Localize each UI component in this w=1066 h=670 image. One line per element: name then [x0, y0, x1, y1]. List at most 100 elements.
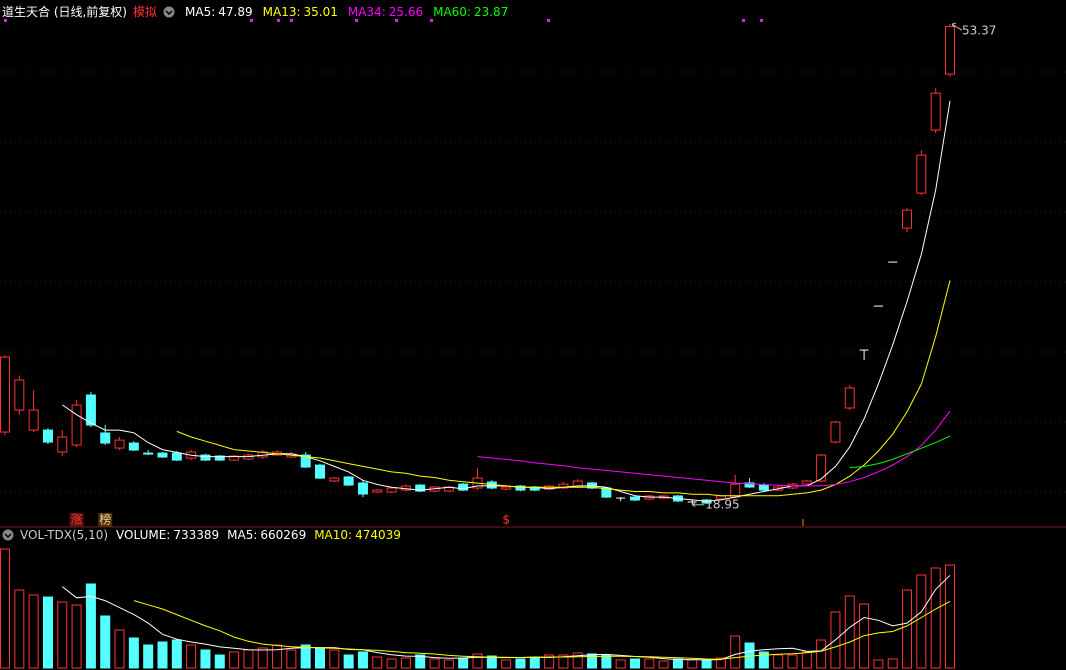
- volume-bar: [787, 654, 798, 669]
- event-dot: [250, 19, 253, 22]
- volume-bar: [458, 657, 469, 669]
- candle-body: [85, 394, 96, 426]
- legend-value: 35.01: [303, 4, 338, 19]
- volume-bar: [357, 651, 368, 669]
- candle-body: [744, 482, 755, 488]
- ma-line: [849, 435, 951, 469]
- low-label: 18.95: [705, 497, 739, 511]
- event-dot: [290, 19, 293, 22]
- candle-body: [357, 482, 368, 495]
- legend-value: 474039: [355, 528, 401, 542]
- candle-body: [816, 454, 827, 482]
- volume-bar: [587, 653, 598, 669]
- volume-bar: [687, 659, 698, 669]
- candle-body: [930, 92, 941, 131]
- volume-bar: [930, 567, 941, 669]
- ma-line: [62, 100, 951, 502]
- event-dot: [430, 19, 433, 22]
- candle-body: [343, 476, 354, 486]
- volume-bar: [773, 654, 784, 669]
- volume-bar: [443, 659, 454, 669]
- volume-bar: [114, 629, 125, 669]
- volume-bar: [100, 615, 111, 669]
- annotation-arrow: [951, 22, 963, 31]
- candle-body: [28, 409, 39, 431]
- volume-bar: [128, 637, 139, 669]
- volume-bar: [730, 635, 741, 669]
- volume-bar: [214, 654, 225, 669]
- volume-bar: [529, 656, 540, 669]
- legend-label: MA5:: [227, 528, 258, 542]
- volume-bar: [558, 654, 569, 669]
- volume-bar: [644, 658, 655, 669]
- event-dot: [547, 19, 550, 22]
- candle-body: [458, 483, 469, 491]
- candle-body: [315, 464, 325, 479]
- volume-bar: [415, 654, 426, 669]
- candle-body: [214, 455, 225, 461]
- volume-bar: [816, 639, 827, 669]
- candle-body: [830, 421, 841, 443]
- volume-bar: [801, 651, 812, 669]
- volume-bar: [601, 654, 612, 669]
- volume-bar: [300, 644, 311, 669]
- candle-body: [114, 439, 125, 449]
- volume-bar: [515, 658, 526, 669]
- candle-body: [14, 379, 25, 411]
- legend-value: 25.66: [388, 4, 424, 19]
- candle-body: [730, 483, 741, 498]
- legend-label: MA13:: [262, 4, 301, 19]
- volume-bar: [758, 651, 769, 669]
- volume-bar: [286, 649, 297, 669]
- event-dot: [277, 19, 280, 22]
- candle-body: [844, 387, 855, 409]
- volume-bar: [143, 644, 154, 669]
- volume-bar: [472, 653, 483, 669]
- candle-body: [157, 452, 168, 458]
- legend-label: MA10:: [314, 528, 353, 542]
- event-marker: $: [502, 513, 510, 527]
- volume-bar: [400, 657, 411, 669]
- mode-tag: 模拟: [133, 5, 158, 19]
- candle-body: [386, 487, 397, 493]
- volume-bar: [229, 651, 240, 669]
- candle-body: [100, 432, 111, 444]
- volume-bar: [28, 594, 39, 669]
- menu-icon[interactable]: [2, 529, 14, 541]
- volume-bar: [315, 647, 325, 669]
- legend-value: 660269: [260, 528, 307, 542]
- volume-bar: [701, 659, 712, 669]
- volume-bar: [0, 548, 10, 669]
- menu-icon[interactable]: [163, 6, 175, 18]
- volume-bar: [272, 644, 283, 669]
- legend-value: 47.89: [218, 4, 253, 19]
- candle-body: [42, 429, 53, 443]
- candle-body: [300, 454, 311, 468]
- candle-body: [329, 477, 340, 482]
- volume-bar: [14, 589, 25, 669]
- volume-bar: [916, 574, 927, 669]
- volume-bar: [386, 658, 397, 669]
- volume-bar: [887, 658, 898, 669]
- volume-bar: [501, 659, 512, 669]
- candle-body: [415, 484, 426, 492]
- volume-ma-line: [133, 600, 951, 660]
- legend-label: MA5:: [185, 4, 216, 19]
- candle-body: [945, 26, 955, 75]
- candle-body: [558, 483, 569, 489]
- candle-body: [143, 452, 154, 455]
- annotation-arrow: [691, 502, 705, 508]
- volume-bar: [42, 596, 53, 669]
- volume-bar: [186, 644, 197, 669]
- volume-bar: [630, 658, 640, 669]
- legend-label: VOLUME:: [116, 528, 171, 542]
- price-header: 道生天合 (日线,前复权) 模拟 MA5: 47.89 MA13: 35.01 MA34…: [2, 3, 508, 20]
- volume-bar: [902, 589, 913, 669]
- event-dot: [355, 19, 358, 22]
- volume-bar: [57, 601, 68, 669]
- event-dot: [742, 19, 745, 22]
- legend-label: MA34:: [347, 4, 386, 19]
- candle-body: [71, 404, 82, 446]
- candle-body: [0, 356, 10, 433]
